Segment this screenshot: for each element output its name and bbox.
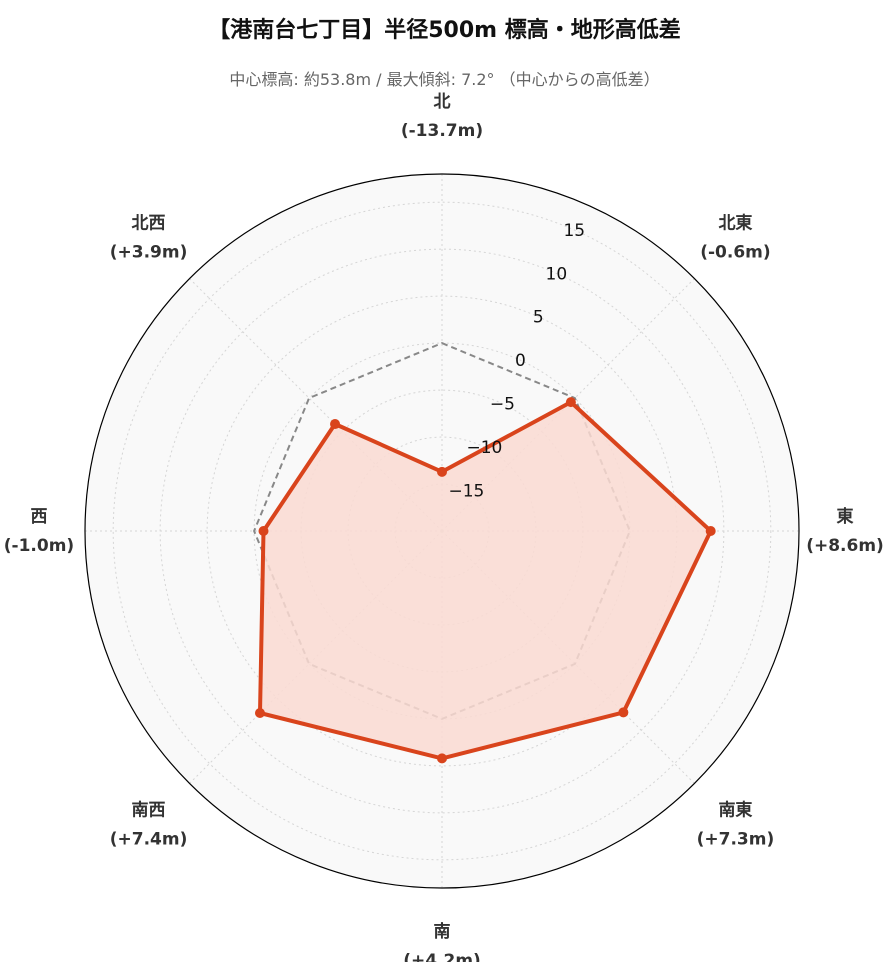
data-point xyxy=(437,753,447,764)
direction-label: 東 xyxy=(837,506,854,527)
r-tick-label: −5 xyxy=(490,395,515,415)
direction-label: 南東 xyxy=(718,799,752,820)
direction-label: 北西 xyxy=(132,214,166,234)
data-point xyxy=(565,397,576,408)
direction-value-label: (+7.4m) xyxy=(110,829,188,849)
r-tick-label: 0 xyxy=(515,351,526,371)
data-point xyxy=(258,526,269,536)
direction-value-label: (-13.7m) xyxy=(401,121,483,141)
series-area xyxy=(260,402,711,759)
direction-value-label: (-1.0m) xyxy=(4,536,74,556)
direction-label: 西 xyxy=(31,507,48,527)
direction-value-label: (+4.2m) xyxy=(403,951,481,962)
data-point xyxy=(705,526,716,536)
data-point xyxy=(437,466,447,477)
chart-subtitle: 中心標高: 約53.8m / 最大傾斜: 7.2° （中心からの高低差） xyxy=(229,70,660,89)
r-tick-label: −15 xyxy=(449,481,485,501)
r-tick-label: 15 xyxy=(563,221,585,241)
direction-label: 南西 xyxy=(132,799,166,820)
direction-value-label: (-0.6m) xyxy=(700,243,770,263)
chart-title: 【港南台七丁目】半径500m 標高・地形高低差 xyxy=(208,18,681,43)
data-point xyxy=(254,708,265,719)
direction-value-label: (+8.6m) xyxy=(806,536,884,556)
direction-label: 南 xyxy=(434,921,451,942)
grid-circle xyxy=(112,201,772,861)
r-tick-label: 5 xyxy=(533,308,544,328)
direction-label: 北 xyxy=(434,92,451,112)
data-point xyxy=(330,419,341,430)
direction-value-label: (+3.9m) xyxy=(110,243,188,263)
data-point xyxy=(618,707,629,718)
r-tick-label: −10 xyxy=(466,438,502,458)
direction-value-label: (+7.3m) xyxy=(697,829,775,849)
r-tick-label: 10 xyxy=(546,264,568,284)
direction-label: 北東 xyxy=(718,213,752,234)
polar-frame xyxy=(84,173,800,889)
